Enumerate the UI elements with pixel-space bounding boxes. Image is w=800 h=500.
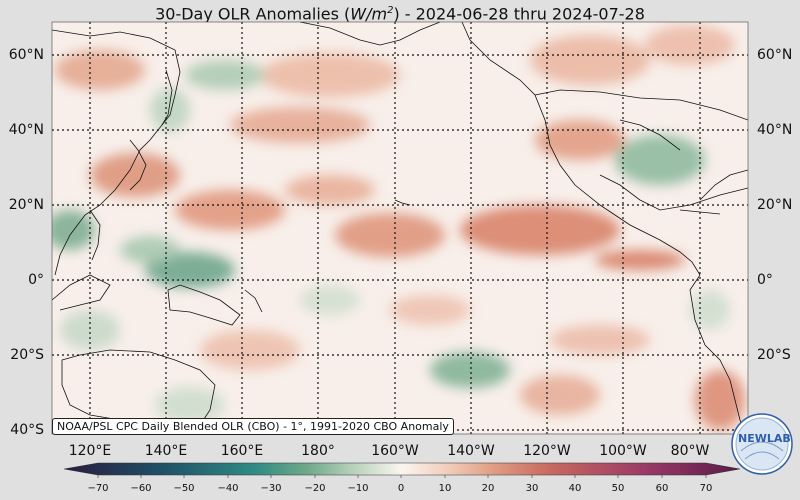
colorbar-tick-label: −60 (130, 483, 152, 494)
colorbar-tick-label: 0 (397, 483, 405, 494)
coastlines (52, 22, 748, 434)
colorbar-tick-label: −10 (347, 483, 369, 494)
olr-anomaly-field (52, 25, 745, 430)
lat-label-right: 0° (757, 272, 773, 288)
colorbar-tick-label: −50 (173, 483, 195, 494)
colorbar-tick-label: 20 (481, 483, 495, 494)
lon-label: 140°E (144, 443, 188, 459)
map-title: 30-Day OLR Anomalies (W/m2) - 2024-06-28… (155, 4, 645, 24)
lon-label: 120°E (68, 443, 112, 459)
lat-label-left: 60°N (8, 47, 44, 63)
colorbar-tick-label: 70 (699, 483, 713, 494)
colorbar-tick-label: 30 (525, 483, 539, 494)
lon-label: 160°W (371, 443, 419, 459)
colorbar-tick-label: 60 (655, 483, 669, 494)
colorbar-tick-marks (97, 475, 707, 478)
colorbar-tick-label: −30 (260, 483, 282, 494)
lon-label: 120°W (523, 443, 571, 459)
lat-label-right: 60°N (757, 47, 793, 63)
colorbar-tick-label: −20 (304, 483, 326, 494)
colorbar-bar (63, 462, 741, 476)
lat-label-left: 40°S (10, 422, 44, 438)
colorbar-tick-label: 10 (438, 483, 452, 494)
data-source-credit: NOAA/PSL CPC Daily Blended OLR (CBO) - 1… (52, 418, 454, 435)
lat-label-left: 20°S (10, 347, 44, 363)
lon-label: 100°W (599, 443, 647, 459)
lat-label-left: 0° (28, 272, 44, 288)
gridlines (52, 22, 748, 434)
lat-label-right: 20°S (757, 347, 791, 363)
lon-label: 180° (301, 443, 335, 459)
noaa-newlab-logo-icon (731, 413, 793, 475)
lat-label-left: 20°N (8, 197, 44, 213)
lon-label: 80°W (670, 443, 710, 459)
lat-label-left: 40°N (8, 122, 44, 138)
logo-text: NEWLAB (738, 432, 791, 445)
colorbar (63, 462, 741, 478)
colorbar-tick-label: 40 (568, 483, 582, 494)
lat-label-right: 40°N (757, 122, 793, 138)
lon-label: 160°E (220, 443, 264, 459)
lon-label: 140°W (447, 443, 495, 459)
colorbar-tick-label: −40 (217, 483, 239, 494)
colorbar-tick-label: −70 (87, 483, 109, 494)
lat-label-right: 20°N (757, 197, 793, 213)
colorbar-tick-label: 50 (611, 483, 625, 494)
